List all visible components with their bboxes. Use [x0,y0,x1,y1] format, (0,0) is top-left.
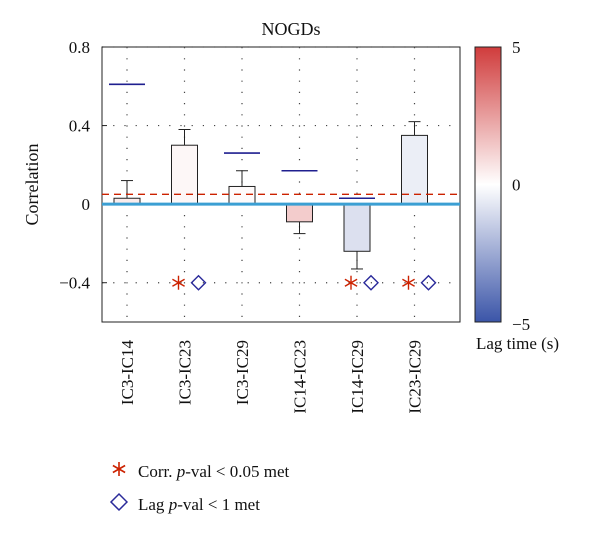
x-tick-label-1: IC3-IC23 [176,340,195,405]
lag-marker-1 [190,274,207,291]
x-tick-label-0: IC3-IC14 [118,340,137,406]
legend-lag-text: Lag p-val < 1 met [138,494,260,514]
y-axis-label: Correlation [22,144,42,226]
x-tick-label-3: IC14-IC23 [291,340,310,414]
x-tick-label-2: IC3-IC29 [233,340,252,405]
corr-marker-1 [172,275,185,290]
colorbar-label: Lag time (s) [476,334,559,353]
plot-frame [101,46,461,323]
y-tick-label-1: 0 [82,195,91,214]
lag-marker-4 [363,274,379,291]
chart-title: NOGDs [261,19,320,39]
corr-marker-5 [402,275,415,290]
y-tick-label-3: 0.8 [69,38,90,57]
bar-3 [286,203,313,223]
lag-marker-5 [420,274,437,291]
y-tick-label-0: −0.4 [59,274,90,293]
legend-lag: Lag p-val < 1 met [108,492,260,517]
x-tick-label-4: IC14-IC29 [348,340,367,414]
legend-corr-text: Corr. p-val < 0.05 met [138,461,290,481]
colorbar-tick-1: 0 [512,176,521,195]
bar-1 [171,144,198,205]
y-tick-label-2: 0.4 [69,117,91,136]
x-tick-label-5: IC23-IC29 [406,340,425,414]
corr-marker-4 [344,275,358,290]
colorbar-tick-2: −5 [512,315,530,334]
legend-corr: Corr. p-val < 0.05 met [108,460,289,483]
diamond-icon [108,492,130,517]
bar-4 [343,203,371,252]
bar-2 [228,185,256,205]
colorbar-tick-0: 5 [512,38,521,57]
asterisk-icon [108,460,130,483]
chart: −0.4 0 0.4 0.8 NOGDs Correlation IC3-IC14 IC3-I… [22,19,559,414]
colorbar [474,46,502,323]
